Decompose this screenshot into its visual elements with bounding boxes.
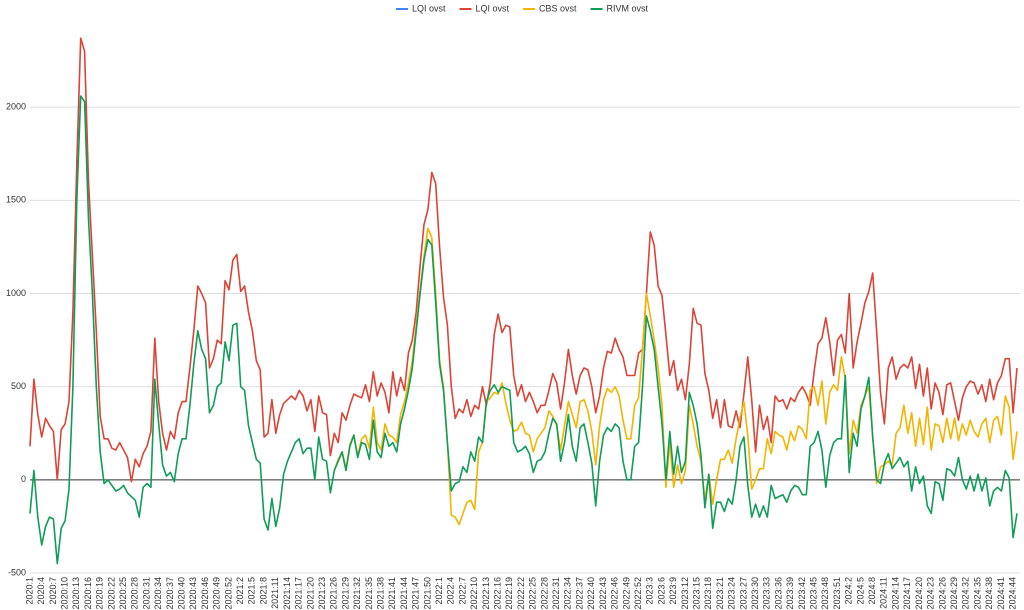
x-tick-label: 2023:18 <box>703 577 713 610</box>
x-tick-label: 2021:2 <box>235 577 245 605</box>
x-tick-label: 2021:32 <box>352 577 362 610</box>
x-tick-label: 2023:6 <box>656 577 666 605</box>
x-tick-label: 2023:48 <box>820 577 830 610</box>
legend-label: CBS ovst <box>539 3 577 13</box>
x-tick-label: 2024:11 <box>879 577 889 609</box>
x-tick-label: 2021:38 <box>375 577 385 610</box>
x-tick-label: 2024:2 <box>844 577 854 605</box>
legend-label: LQI ovst <box>476 3 510 13</box>
x-tick-label: 2024:29 <box>949 577 959 610</box>
x-tick-label: 2022:19 <box>504 577 514 610</box>
x-tick-label: 2020:31 <box>141 577 151 610</box>
x-tick-label: 2022:28 <box>539 577 549 610</box>
x-tick-label: 2020:25 <box>118 577 128 610</box>
x-tick-label: 2022:52 <box>633 577 643 610</box>
x-tick-label: 2024:5 <box>855 577 865 605</box>
x-tick-label: 2021:5 <box>247 577 257 605</box>
x-tick-label: 2022:49 <box>621 577 631 610</box>
y-tick-label: 0 <box>21 474 26 484</box>
x-tick-label: 2024:20 <box>914 577 924 610</box>
x-tick-label: 2022:7 <box>457 577 467 605</box>
y-tick-label: -500 <box>8 567 26 577</box>
x-tick-label: 2024:17 <box>902 577 912 610</box>
x-tick-label: 2021:8 <box>258 577 268 605</box>
x-tick-label: 2022:25 <box>528 577 538 610</box>
x-tick-label: 2020:43 <box>188 577 198 610</box>
x-tick-label: 2020:10 <box>59 577 69 610</box>
x-tick-label: 2024:35 <box>972 577 982 610</box>
series-line <box>29 37 1018 483</box>
x-tick-label: 2023:42 <box>797 577 807 610</box>
x-tick-label: 2020:19 <box>95 577 105 610</box>
x-tick-label: 2023:9 <box>668 577 678 605</box>
x-tick-label: 2020:4 <box>36 577 46 605</box>
x-tick-label: 2024:23 <box>926 577 936 610</box>
x-tick-label: 2024:32 <box>961 577 971 610</box>
x-tick-label: 2021:20 <box>305 577 315 610</box>
x-tick-label: 2021:17 <box>294 577 304 610</box>
x-tick-label: 2020:49 <box>212 577 222 610</box>
x-tick-label: 2024:26 <box>937 577 947 610</box>
x-tick-label: 2020:46 <box>200 577 210 610</box>
x-tick-label: 2023:51 <box>832 577 842 610</box>
x-tick-label: 2021:41 <box>387 577 397 610</box>
x-tick-label: 2022:37 <box>574 577 584 610</box>
x-tick-label: 2020:7 <box>48 577 58 605</box>
legend-label: LQI ovst <box>412 3 446 13</box>
x-tick-label: 2023:30 <box>750 577 760 610</box>
x-tick-label: 2021:11 <box>270 577 280 609</box>
y-tick-label: 2000 <box>6 102 26 112</box>
x-tick-label: 2022:40 <box>586 577 596 610</box>
x-tick-label: 2024:8 <box>867 577 877 605</box>
x-tick-label: 2021:26 <box>329 577 339 610</box>
x-tick-label: 2022:16 <box>493 577 503 610</box>
y-tick-label: 1500 <box>6 195 26 205</box>
x-tick-label: 2022:22 <box>516 577 526 610</box>
x-tick-label: 2022:43 <box>598 577 608 610</box>
x-tick-label: 2020:13 <box>71 577 81 610</box>
x-tick-label: 2021:14 <box>282 577 292 610</box>
x-tick-label: 2020:40 <box>177 577 187 610</box>
x-tick-label: 2021:29 <box>340 577 350 610</box>
x-tick-label: 2020:16 <box>83 577 93 610</box>
x-tick-label: 2023:33 <box>762 577 772 610</box>
x-tick-label: 2024:38 <box>984 577 994 610</box>
x-tick-label: 2023:45 <box>809 577 819 610</box>
x-tick-label: 2023:39 <box>785 577 795 610</box>
x-tick-label: 2023:3 <box>645 577 655 605</box>
x-tick-label: 2023:12 <box>680 577 690 610</box>
x-tick-label: 2020:37 <box>165 577 175 610</box>
x-tick-label: 2022:10 <box>469 577 479 610</box>
legend-label: RIVM ovst <box>607 3 649 13</box>
x-tick-label: 2021:23 <box>317 577 327 610</box>
series-line <box>29 95 1018 565</box>
x-tick-label: 2020:1 <box>24 577 34 605</box>
x-tick-label: 2024:41 <box>996 577 1006 610</box>
x-tick-label: 2022:46 <box>610 577 620 610</box>
x-tick-label: 2023:36 <box>773 577 783 610</box>
x-tick-label: 2022:13 <box>481 577 491 610</box>
x-tick-label: 2024:14 <box>890 577 900 610</box>
x-tick-label: 2022:4 <box>446 577 456 605</box>
x-tick-label: 2021:35 <box>364 577 374 610</box>
x-tick-label: 2024:44 <box>1007 577 1017 610</box>
y-tick-label: 500 <box>11 381 26 391</box>
x-tick-label: 2020:52 <box>223 577 233 610</box>
x-tick-label: 2023:21 <box>715 577 725 610</box>
x-tick-label: 2020:34 <box>153 577 163 610</box>
x-tick-label: 2022:1 <box>434 577 444 605</box>
x-tick-label: 2023:15 <box>691 577 701 610</box>
x-tick-label: 2023:24 <box>727 577 737 610</box>
x-tick-label: 2023:27 <box>738 577 748 610</box>
x-tick-label: 2020:22 <box>106 577 116 610</box>
x-tick-label: 2021:50 <box>422 577 432 610</box>
x-tick-label: 2022:34 <box>563 577 573 610</box>
x-tick-label: 2020:28 <box>130 577 140 610</box>
y-tick-label: 1000 <box>6 288 26 298</box>
x-tick-label: 2021:47 <box>411 577 421 610</box>
x-tick-label: 2022:31 <box>551 577 561 610</box>
x-tick-label: 2021:44 <box>399 577 409 610</box>
